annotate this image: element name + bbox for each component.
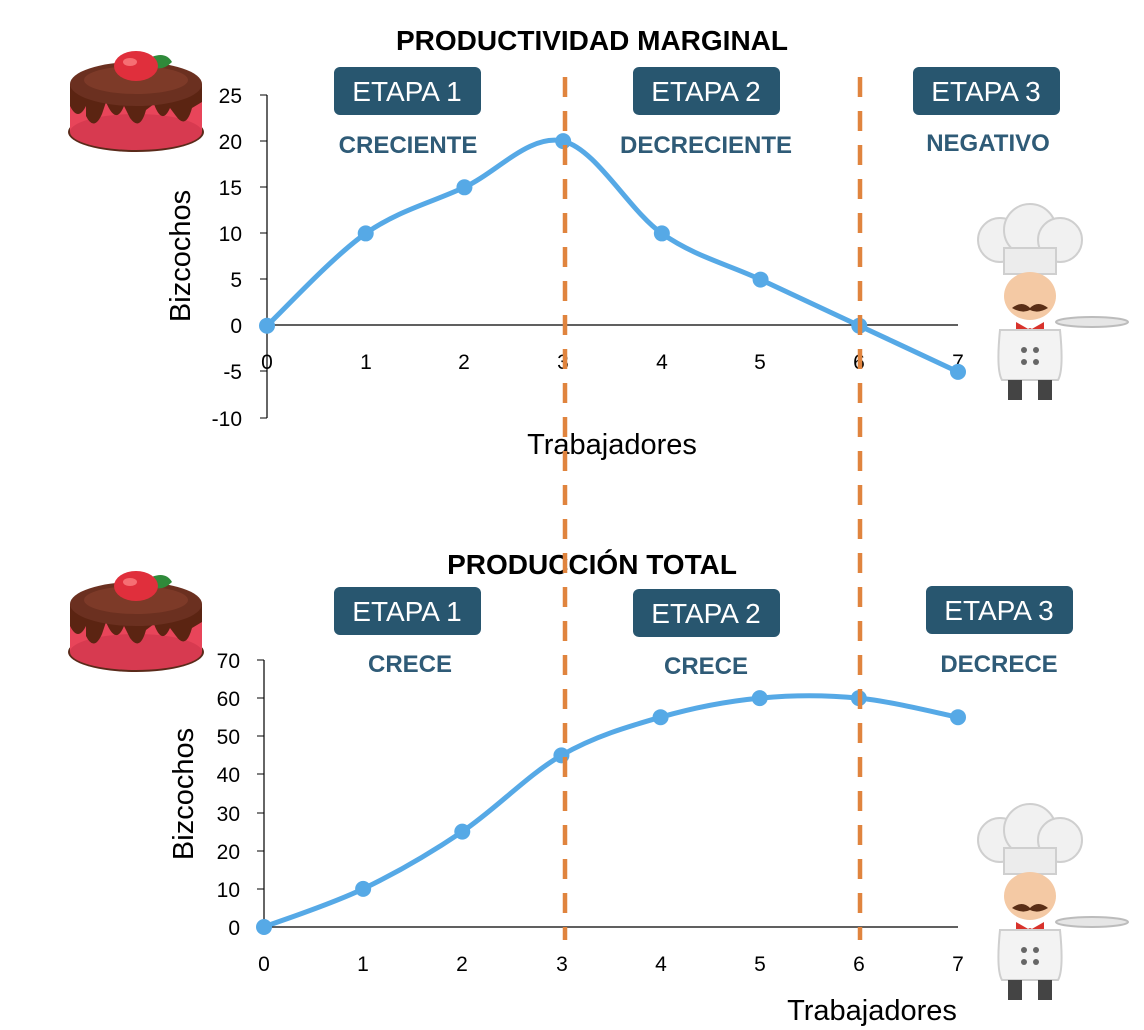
stage-badge-label: ETAPA 1 bbox=[352, 76, 461, 107]
x-tick-label: 7 bbox=[952, 953, 964, 976]
chart-total: PRODUCCIÓN TOTAL 70 60 50 40 30 20 10 0 … bbox=[168, 549, 1073, 1027]
y-tick-label: 10 bbox=[219, 223, 242, 246]
y-tick-label: 30 bbox=[217, 803, 240, 826]
y-tick-label: -5 bbox=[223, 361, 242, 384]
y-tick-label: 10 bbox=[217, 879, 240, 902]
stage-description: CRECE bbox=[368, 651, 452, 678]
stage-badge bbox=[926, 586, 1073, 634]
data-point bbox=[355, 880, 372, 897]
x-axis: 0 1 2 3 4 5 6 7 Trabajadores bbox=[258, 926, 964, 1027]
chart-title: PRODUCCIÓN TOTAL bbox=[447, 549, 737, 580]
x-tick-label: 4 bbox=[655, 953, 667, 976]
y-tick-label: 20 bbox=[217, 841, 240, 864]
y-axis: 70 60 50 40 30 20 10 0 Bizcochos bbox=[168, 650, 265, 940]
stage-description: DECRECE bbox=[940, 651, 1057, 678]
y-tick-label: 15 bbox=[219, 177, 242, 200]
cake-icon bbox=[68, 51, 204, 152]
data-point bbox=[259, 317, 275, 334]
stage-labels: ETAPA 1 CRECIENTE ETAPA 2 DECRECIENTE ET… bbox=[334, 67, 1060, 159]
chef-icon bbox=[977, 803, 1129, 1000]
y-tick-label: 40 bbox=[217, 764, 240, 787]
data-point bbox=[950, 363, 966, 380]
y-tick-label: -10 bbox=[212, 408, 242, 431]
data-point bbox=[652, 709, 669, 726]
chef-icon bbox=[977, 203, 1129, 400]
x-tick-label: 0 bbox=[258, 953, 270, 976]
y-tick-label: 0 bbox=[228, 917, 240, 940]
chart-marginal: PRODUCTIVIDAD MARGINAL 25 20 15 10 5 0 -… bbox=[165, 25, 1060, 461]
stage-badge-label: ETAPA 3 bbox=[931, 76, 1040, 107]
x-tick-label: 2 bbox=[456, 953, 468, 976]
x-tick-label: 2 bbox=[458, 351, 470, 374]
x-tick-label: 5 bbox=[754, 953, 766, 976]
stage-badge bbox=[913, 67, 1060, 115]
x-axis-title: Trabajadores bbox=[527, 429, 697, 461]
x-axis-title: Trabajadores bbox=[787, 995, 957, 1027]
y-tick-label: 25 bbox=[219, 85, 242, 108]
stage-description: DECRECIENTE bbox=[620, 132, 792, 159]
y-tick-label: 60 bbox=[217, 688, 240, 711]
x-tick-label: 4 bbox=[656, 351, 668, 374]
data-point bbox=[456, 179, 473, 196]
x-tick-label: 1 bbox=[357, 953, 369, 976]
x-tick-label: 7 bbox=[952, 351, 964, 374]
data-point bbox=[653, 225, 670, 242]
data-point bbox=[454, 823, 471, 840]
stage-description: CRECIENTE bbox=[339, 132, 478, 159]
x-tick-label: 6 bbox=[853, 953, 865, 976]
stage-badge-label: ETAPA 3 bbox=[944, 595, 1053, 626]
y-tick-label: 5 bbox=[230, 269, 242, 292]
y-axis-title: Bizcochos bbox=[168, 728, 200, 860]
stage-description: CRECE bbox=[664, 653, 748, 680]
y-axis-title: Bizcochos bbox=[165, 190, 197, 322]
data-point bbox=[752, 271, 769, 288]
x-tick-label: 1 bbox=[360, 351, 372, 374]
y-tick-label: 20 bbox=[219, 131, 242, 154]
stage-badge-label: ETAPA 2 bbox=[651, 76, 760, 107]
x-axis: 0 1 2 3 4 5 6 7 Trabajadores bbox=[261, 324, 964, 461]
stage-description: NEGATIVO bbox=[926, 130, 1050, 157]
y-tick-label: 70 bbox=[217, 650, 240, 673]
x-tick-label: 5 bbox=[754, 351, 766, 374]
data-point bbox=[751, 690, 768, 707]
stage-badge-label: ETAPA 1 bbox=[352, 596, 461, 627]
y-tick-label: 50 bbox=[217, 726, 240, 749]
stage-badge-label: ETAPA 2 bbox=[651, 598, 760, 629]
y-axis: 25 20 15 10 5 0 -5 -10 Bizcochos bbox=[165, 85, 268, 431]
series-line bbox=[265, 137, 960, 375]
data-point bbox=[950, 709, 966, 726]
cake-icon bbox=[68, 571, 204, 672]
stage-badge bbox=[633, 67, 780, 115]
stage-labels: ETAPA 1 CRECE ETAPA 2 CRECE ETAPA 3 DECR… bbox=[334, 586, 1073, 680]
data-point bbox=[357, 225, 374, 242]
series-line bbox=[263, 693, 959, 930]
stage-badge bbox=[334, 67, 481, 115]
y-tick-label: 0 bbox=[230, 315, 242, 338]
stage-badge bbox=[334, 587, 481, 635]
stage-badge bbox=[633, 589, 780, 637]
x-tick-label: 3 bbox=[556, 953, 568, 976]
x-tick-label: 0 bbox=[261, 351, 273, 374]
data-point bbox=[256, 919, 272, 935]
chart-title: PRODUCTIVIDAD MARGINAL bbox=[396, 25, 788, 56]
